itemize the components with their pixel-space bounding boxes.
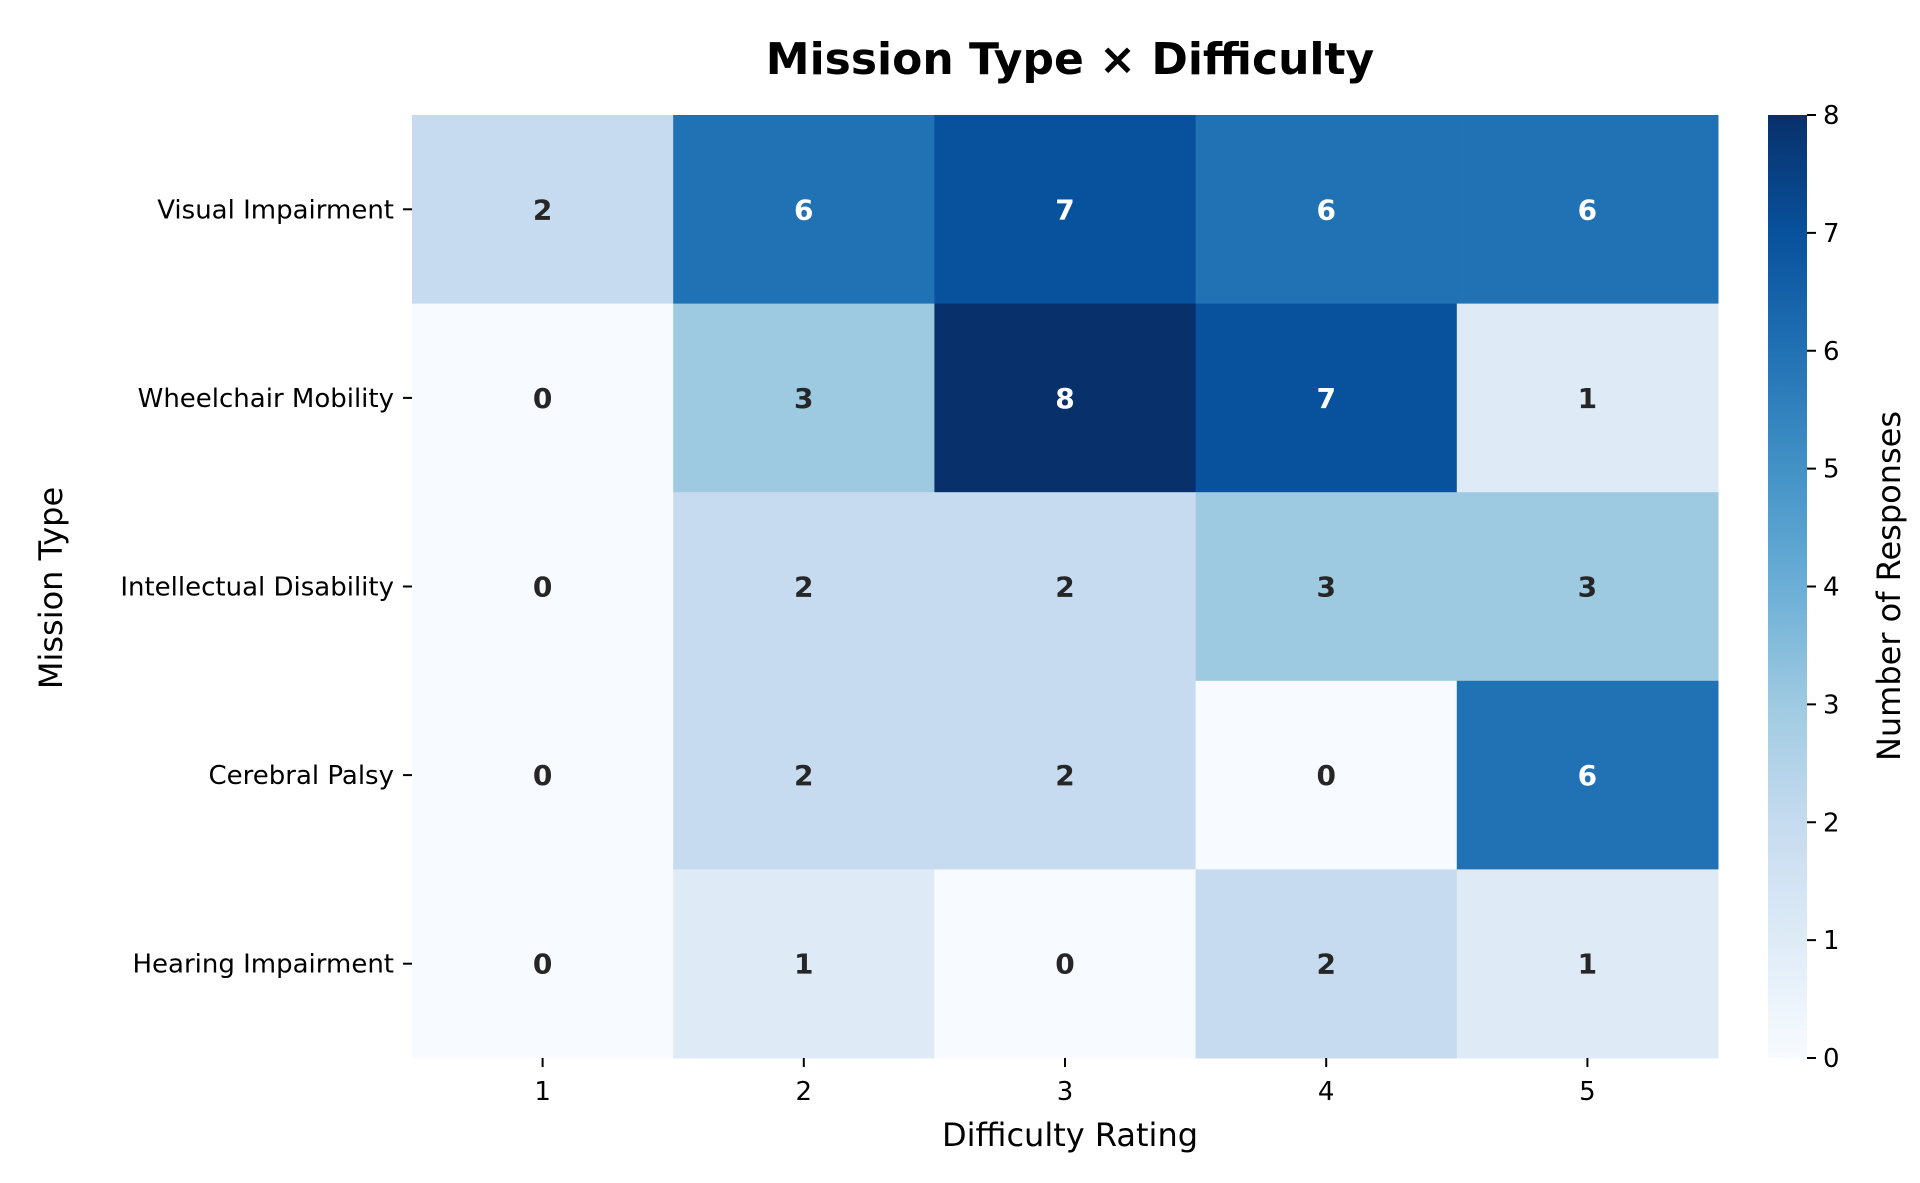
heatmap-cell [673, 303, 935, 493]
heatmap-cell [1195, 680, 1458, 870]
cell-value-label: 7 [1316, 382, 1335, 415]
cell-value-label: 3 [1578, 571, 1597, 604]
cell-value-label: 6 [1578, 193, 1597, 226]
colorbar-label: Number of Responses [1870, 411, 1908, 761]
x-axis-ticks: 1 2 3 4 5 [534, 1058, 1596, 1107]
colorbar-tick-label: 5 [1823, 455, 1840, 485]
heatmap-cell [1456, 869, 1719, 1059]
cell-value-label: 2 [794, 759, 813, 792]
heatmap-cell [934, 869, 1197, 1059]
x-tick-label: 3 [1057, 1077, 1074, 1107]
chart-title: Mission Type × Difficulty [766, 34, 1374, 85]
cell-value-label: 3 [1316, 571, 1335, 604]
x-tick-label: 1 [534, 1077, 551, 1107]
cell-value-label: 8 [1055, 382, 1074, 415]
cell-value-label: 6 [1316, 193, 1335, 226]
heatmap-cell [673, 115, 935, 305]
cell-value-label: 0 [533, 948, 552, 981]
cell-value-label: 2 [794, 571, 813, 604]
colorbar-ticks: 0 1 2 3 4 5 6 7 8 [1807, 101, 1840, 1074]
x-tick-label: 4 [1318, 1077, 1335, 1107]
heatmap-cell [412, 492, 674, 682]
heatmap-cell [934, 680, 1197, 870]
colorbar-tick-label: 4 [1823, 573, 1840, 603]
cell-value-label: 7 [1055, 193, 1074, 226]
colorbar-tick-label: 2 [1823, 808, 1840, 838]
heatmap-cell [1456, 492, 1719, 682]
cell-value-label: 0 [533, 759, 552, 792]
heatmap-cell [934, 115, 1197, 305]
heatmap-cell [1456, 303, 1719, 493]
heatmap-cell [934, 303, 1197, 493]
heatmap-cell [934, 492, 1197, 682]
colorbar-tick-label: 8 [1823, 101, 1840, 131]
heatmap-cell [673, 869, 935, 1059]
heatmap-cell [1195, 115, 1458, 305]
y-tick-label: Wheelchair Mobility [138, 384, 394, 414]
heatmap-cell [1195, 869, 1458, 1059]
heatmap-cell [673, 492, 935, 682]
y-tick-label: Visual Impairment [157, 195, 394, 225]
heatmap-cell-labels: 2 6 7 6 6 0 3 8 7 1 0 2 2 3 3 0 2 2 0 6 0 1 0 2 1 [533, 193, 1597, 980]
colorbar-tick-label: 7 [1823, 219, 1840, 249]
heatmap-cell [1195, 492, 1458, 682]
heatmap-cell [1456, 680, 1719, 870]
heatmap-cell [412, 680, 674, 870]
cell-value-label: 0 [1316, 759, 1335, 792]
cell-value-label: 3 [794, 382, 813, 415]
x-tick-label: 5 [1579, 1077, 1596, 1107]
colorbar-tick-label: 0 [1823, 1044, 1840, 1074]
cell-value-label: 6 [794, 193, 813, 226]
cell-value-label: 2 [533, 193, 552, 226]
cell-value-label: 0 [533, 571, 552, 604]
heatmap-cell [1456, 115, 1719, 305]
cell-value-label: 2 [1055, 759, 1074, 792]
cell-value-label: 2 [1055, 571, 1074, 604]
colorbar-tick-label: 6 [1823, 337, 1840, 367]
heatmap-cell [412, 869, 674, 1059]
x-tick-label: 2 [796, 1077, 813, 1107]
heatmap-cells [412, 115, 1719, 1059]
cell-value-label: 1 [794, 948, 813, 981]
y-tick-label: Hearing Impairment [132, 950, 394, 980]
colorbar-tick-label: 3 [1823, 690, 1840, 720]
y-axis-label: Mission Type [32, 487, 70, 689]
heatmap-cell [1195, 303, 1458, 493]
cell-value-label: 1 [1578, 382, 1597, 415]
heatmap-cell [412, 115, 674, 305]
y-tick-label: Cerebral Palsy [209, 761, 394, 791]
cell-value-label: 0 [533, 382, 552, 415]
y-tick-label: Intellectual Disability [120, 573, 394, 603]
colorbar [1768, 115, 1807, 1058]
cell-value-label: 2 [1316, 948, 1335, 981]
colorbar-tick-label: 1 [1823, 926, 1840, 956]
x-axis-label: Difficulty Rating [942, 1116, 1198, 1154]
cell-value-label: 0 [1055, 948, 1074, 981]
heatmap-cell [673, 680, 935, 870]
y-axis-ticks: Visual Impairment Wheelchair Mobility Inte… [120, 195, 412, 980]
cell-value-label: 1 [1578, 948, 1597, 981]
heatmap-cell [412, 303, 674, 493]
cell-value-label: 6 [1578, 759, 1597, 792]
